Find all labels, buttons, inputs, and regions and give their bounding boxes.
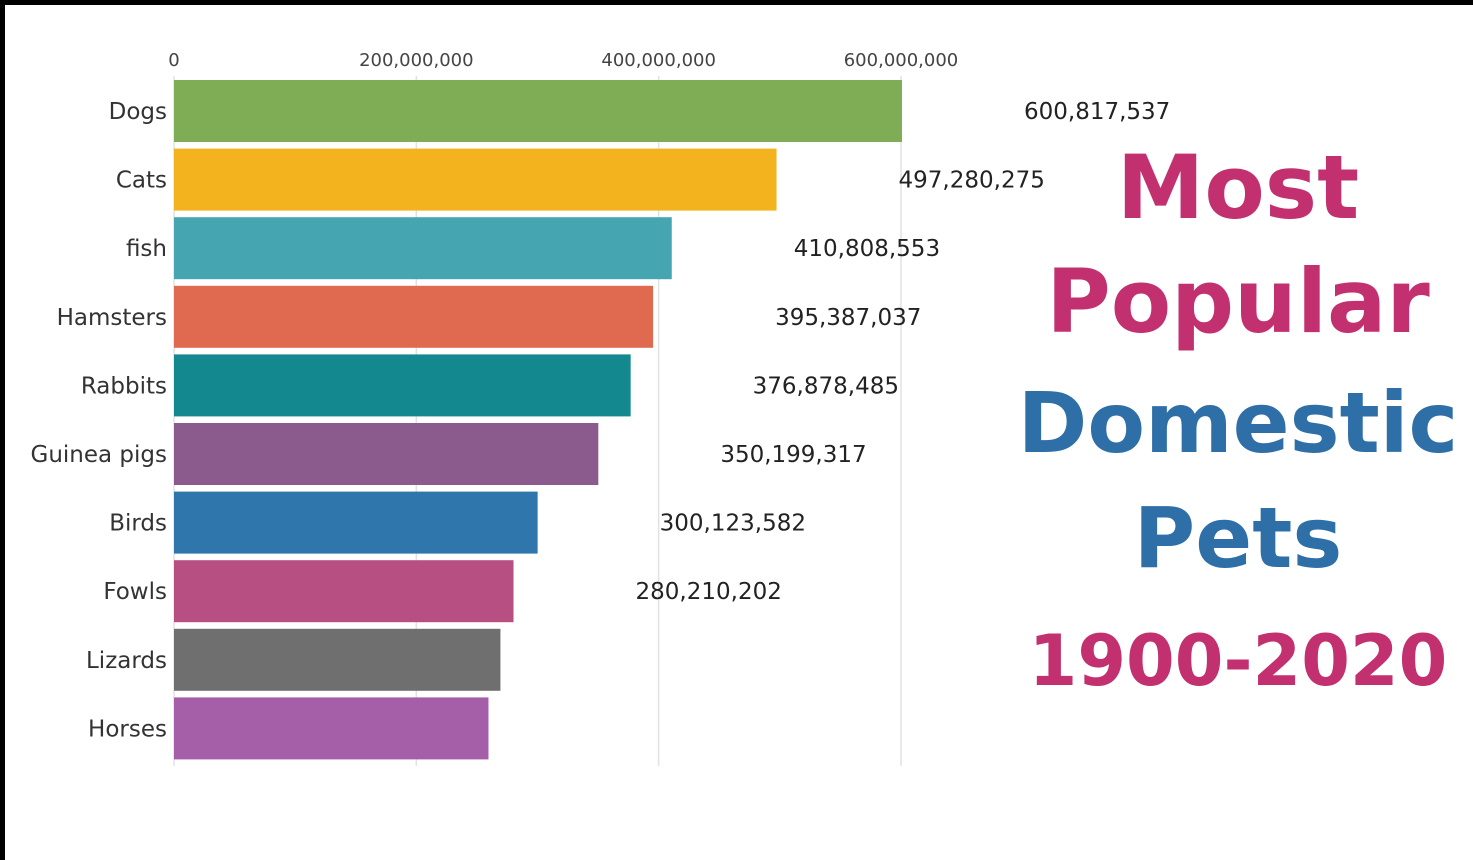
value-label: 497,280,275 [899, 168, 1045, 194]
category-label: Dogs [109, 99, 167, 125]
bar [174, 560, 514, 623]
category-label: Hamsters [57, 305, 167, 331]
category-label: fish [126, 236, 167, 262]
value-label: 300,123,582 [660, 511, 806, 537]
category-label: Horses [88, 716, 167, 742]
bar [174, 80, 902, 142]
x-tick-label: 0 [168, 50, 179, 71]
x-tick-label: 600,000,000 [844, 50, 959, 71]
category-label: Rabbits [81, 373, 167, 399]
value-label: 395,387,037 [775, 305, 921, 331]
bar [174, 148, 777, 211]
value-label: 600,817,537 [1024, 99, 1170, 125]
x-tick-label: 400,000,000 [601, 50, 716, 71]
bar [174, 423, 599, 485]
title-line: Popular [1046, 250, 1430, 353]
category-label: Cats [116, 168, 167, 194]
category-label: Guinea pigs [31, 442, 168, 468]
title-line: Domestic [1018, 374, 1459, 472]
title-line: Pets [1134, 489, 1343, 587]
bar [174, 354, 631, 417]
value-label: 280,210,202 [636, 579, 782, 605]
x-tick-label: 200,000,000 [359, 50, 474, 71]
bar [174, 697, 489, 760]
category-label: Lizards [86, 648, 167, 674]
bar [174, 491, 538, 554]
category-label: Fowls [103, 579, 167, 605]
value-label: 376,878,485 [753, 373, 899, 399]
title-line: Most [1117, 136, 1359, 239]
title-line: 1900-2020 [1029, 620, 1448, 702]
value-label: 410,808,553 [794, 236, 940, 262]
category-label: Birds [109, 511, 167, 537]
bar [174, 217, 672, 280]
bar [174, 628, 501, 691]
value-label: 350,199,317 [720, 442, 866, 468]
bar [174, 285, 654, 348]
